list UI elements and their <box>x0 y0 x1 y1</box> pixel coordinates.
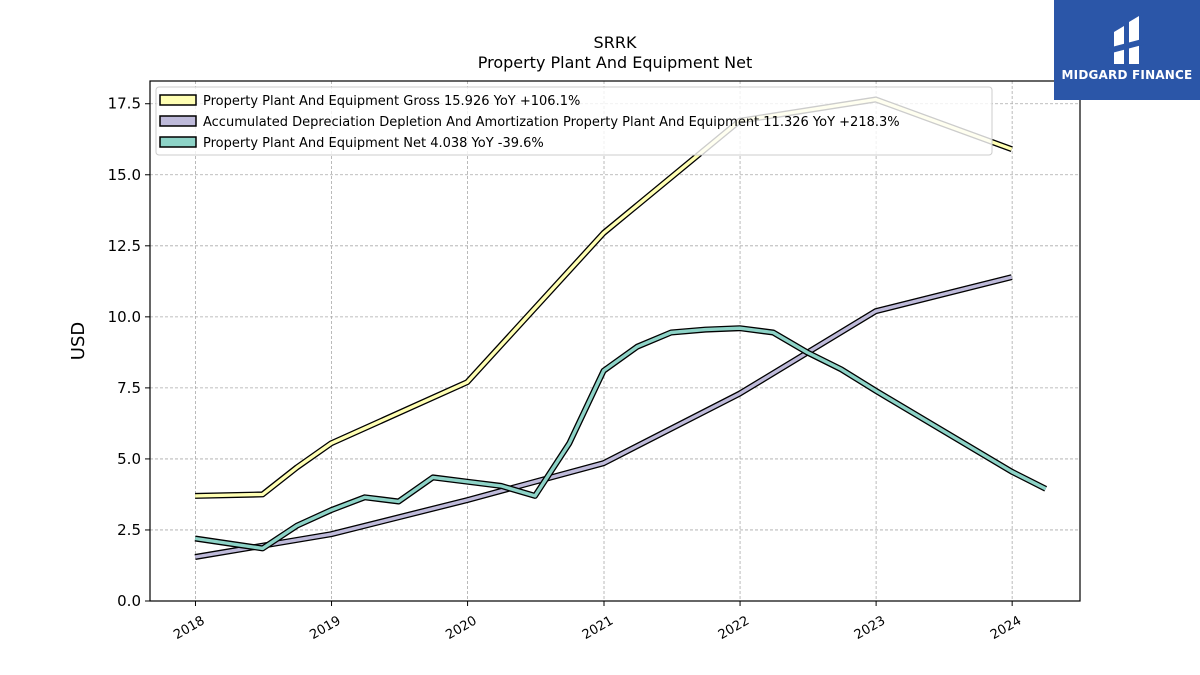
x-axis: 2018 2019 2020 2021 2022 2023 2024 <box>171 601 1024 643</box>
legend-item: Property Plant And Equipment Net 4.038 Y… <box>159 136 544 151</box>
chart-title: SRRK <box>594 33 637 52</box>
y-tick-label: 10.0 <box>108 308 141 326</box>
x-tick-label: 2022 <box>716 613 752 643</box>
legend-item: Accumulated Depreciation Depletion And A… <box>159 115 900 130</box>
series-2 <box>194 274 1013 560</box>
x-tick-label: 2024 <box>988 613 1024 643</box>
legend: Property Plant And Equipment Gross 15.92… <box>155 86 993 156</box>
legend-box <box>155 86 993 156</box>
y-tick-label: 17.5 <box>108 95 141 113</box>
y-tick-label: 12.5 <box>108 237 141 255</box>
x-tick-label: 2019 <box>307 613 343 643</box>
legend-label: Property Plant And Equipment Gross 15.92… <box>203 94 580 109</box>
y-tick-label: 0.0 <box>117 592 141 610</box>
x-tick-label: 2023 <box>852 613 888 643</box>
y-tick-label: 7.5 <box>117 379 141 397</box>
legend-swatch <box>159 115 197 127</box>
y-axis: 0.0 2.5 5.0 7.5 10.0 12.5 15.0 17.5 <box>108 95 150 610</box>
logo-mark-icon <box>1108 16 1146 64</box>
legend-swatch <box>159 94 197 106</box>
legend-swatch <box>159 136 197 148</box>
legend-label: Property Plant And Equipment Net 4.038 Y… <box>203 136 544 151</box>
y-axis-label: USD <box>68 322 89 360</box>
brand-logo: MIDGARD FINANCE <box>1054 0 1200 100</box>
grid <box>150 81 1080 602</box>
legend-item: Property Plant And Equipment Gross 15.92… <box>159 94 580 109</box>
series-1 <box>195 96 1013 499</box>
y-tick-label: 5.0 <box>117 450 141 468</box>
series-line <box>195 97 1013 498</box>
logo-text: MIDGARD FINANCE <box>1061 68 1193 82</box>
x-tick-label: 2018 <box>171 613 207 643</box>
y-tick-label: 2.5 <box>117 521 141 539</box>
series-line <box>194 326 1047 551</box>
chart-subtitle: Property Plant And Equipment Net <box>478 53 753 72</box>
y-tick-label: 15.0 <box>108 166 141 184</box>
series-line <box>194 275 1013 559</box>
series-3 <box>194 325 1048 552</box>
x-tick-label: 2021 <box>580 613 616 643</box>
plot-frame <box>149 80 1081 602</box>
legend-label: Accumulated Depreciation Depletion And A… <box>203 115 900 130</box>
x-tick-label: 2020 <box>443 613 479 643</box>
series-line-outline <box>195 96 1013 499</box>
series-lines <box>194 96 1048 560</box>
